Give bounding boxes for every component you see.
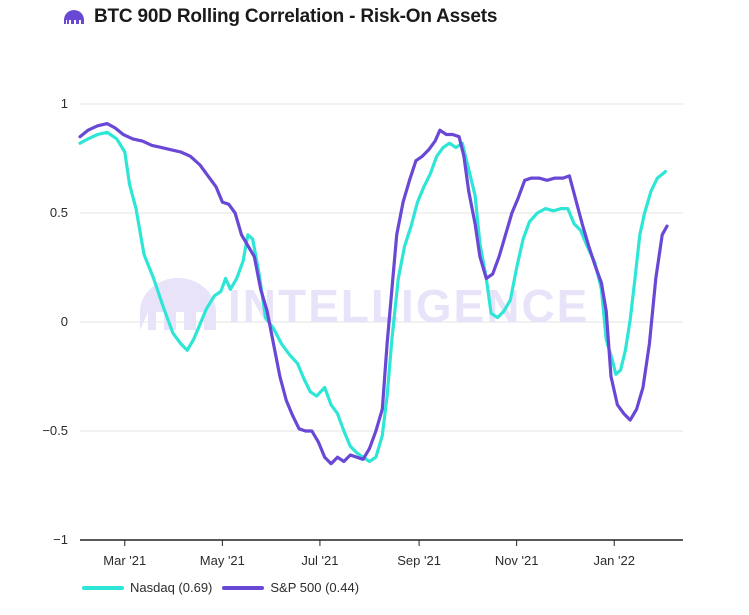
- legend-item-nasdaq[interactable]: Nasdaq (0.69): [82, 580, 212, 595]
- kraken-logo-icon: [64, 10, 84, 24]
- x-tick-label: Jul '21: [301, 553, 338, 568]
- watermark: INTELLIGENCE: [140, 278, 589, 332]
- x-tick-label: Nov '21: [495, 553, 539, 568]
- legend-item-sp500[interactable]: S&P 500 (0.44): [222, 580, 359, 595]
- watermark-text: INTELLIGENCE: [228, 280, 589, 332]
- legend: Nasdaq (0.69) S&P 500 (0.44): [82, 580, 359, 595]
- x-axis: Mar '21 May '21 Jul '21 Sep '21 Nov '21 Jan '…: [80, 539, 683, 568]
- chart-title: BTC 90D Rolling Correlation - Risk-On As…: [94, 6, 498, 27]
- legend-swatch-nasdaq: [82, 585, 124, 590]
- chart-header: BTC 90D Rolling Correlation - Risk-On As…: [62, 6, 497, 28]
- series-lines: [78, 122, 669, 466]
- y-tick-label: 0: [61, 314, 68, 329]
- legend-label-nasdaq: Nasdaq (0.69): [130, 580, 213, 595]
- y-axis: 1 0.5 0 −0.5 −1: [42, 96, 68, 547]
- grid-lines: [80, 103, 683, 432]
- x-tick-label: May '21: [200, 553, 245, 568]
- x-tick-label: Mar '21: [103, 553, 146, 568]
- legend-swatch-sp500: [222, 585, 265, 590]
- legend-label-sp500: S&P 500 (0.44): [270, 580, 360, 595]
- y-tick-label: −0.5: [42, 423, 68, 438]
- x-tick-label: Sep '21: [397, 553, 441, 568]
- y-tick-label: −1: [53, 532, 68, 547]
- y-tick-label: 1: [61, 96, 68, 111]
- series-line-sp500: [78, 122, 669, 466]
- series-line-nasdaq: [78, 130, 667, 464]
- y-tick-label: 0.5: [50, 205, 68, 220]
- x-tick-label: Jan '22: [593, 553, 635, 568]
